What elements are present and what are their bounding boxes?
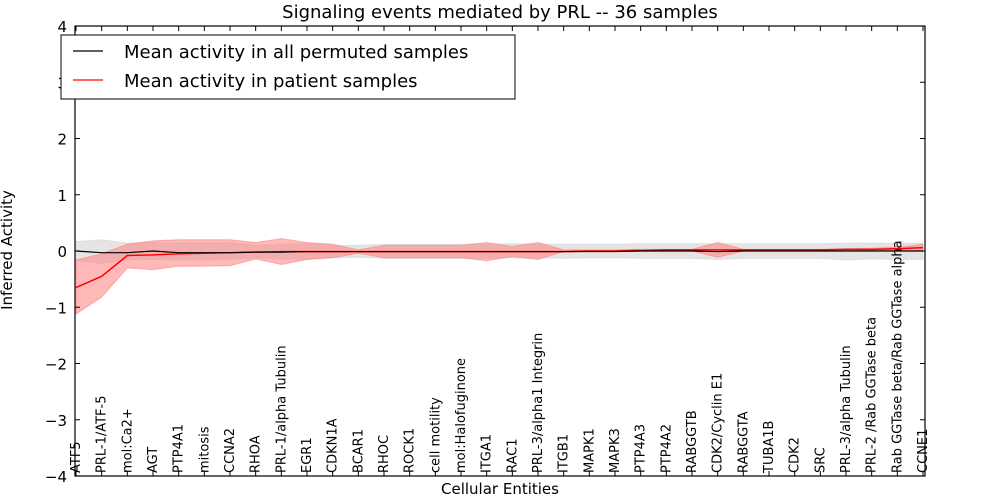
x-tick-label: RABGGTB: [685, 410, 700, 473]
y-tick-label: 4: [57, 18, 67, 36]
x-tick-label: PRL-1/alpha Tubulin: [274, 345, 289, 473]
x-tick-label: PTP4A2: [659, 424, 674, 473]
x-axis: ATF5 PRL-1/ATF-5 mol:Ca2+ AGT PTP4A1 mitosis C…: [69, 26, 931, 476]
x-tick-label: RAC1: [505, 438, 520, 473]
x-tick-label: CCNE1: [916, 429, 931, 473]
x-tick-label: PRL-1/ATF-5: [95, 396, 110, 474]
x-tick-label: CDKN1A: [326, 418, 341, 473]
x-tick-label: RHOA: [249, 435, 264, 473]
chart-title: Signaling events mediated by PRL -- 36 s…: [282, 2, 718, 23]
x-tick-label: PTP4A3: [634, 424, 649, 473]
x-axis-label: Cellular Entities: [441, 480, 559, 498]
x-tick-label: mitosis: [197, 426, 212, 473]
x-tick-label: mol:Halofuginone: [454, 358, 469, 473]
y-tick-label: −3: [45, 412, 67, 430]
x-tick-label: ATF5: [69, 441, 84, 473]
line-permuted: [75, 250, 923, 254]
x-tick-label: ROCK1: [403, 428, 418, 473]
x-tick-label: AGT: [146, 447, 161, 473]
x-tick-label: PRL-3/alpha1 Integrin: [531, 333, 546, 473]
x-tick-label: PRL-3/alpha Tubulin: [839, 345, 854, 473]
x-tick-label: RABGGTA: [736, 411, 751, 473]
x-tick-label: PRL-2 /Rab GGTase beta: [865, 317, 880, 473]
x-tick-label: CCNA2: [223, 428, 238, 473]
y-axis: −4−3−2−101234: [45, 18, 925, 486]
x-tick-label: Rab GGTase beta/Rab GGTase alpha: [890, 240, 905, 473]
y-tick-label: 0: [57, 243, 67, 261]
x-tick-label: MAPK3: [608, 428, 623, 473]
x-tick-label: CDK2: [788, 437, 803, 473]
y-tick-label: −2: [45, 356, 67, 374]
y-tick-label: −4: [45, 468, 67, 486]
x-tick-label: mol:Ca2+: [120, 408, 135, 473]
legend-label-patient: Mean activity in patient samples: [124, 71, 418, 92]
x-tick-label: cell motility: [428, 397, 443, 473]
x-tick-label: MAPK1: [582, 428, 597, 473]
x-tick-label: EGR1: [300, 437, 315, 473]
y-tick-label: 2: [57, 131, 67, 149]
legend-label-permuted: Mean activity in all permuted samples: [124, 42, 468, 63]
legend-box: [60, 34, 516, 100]
x-tick-label: ITGA1: [480, 434, 495, 473]
x-tick-label: BCAR1: [351, 429, 366, 473]
x-tick-label: ITGB1: [557, 434, 572, 473]
x-tick-label: CDK2/Cyclin E1: [711, 373, 726, 473]
x-tick-label: TUBA1B: [762, 421, 777, 474]
legend: Mean activity in all permuted samples Me…: [60, 34, 516, 100]
x-tick-label: RHOC: [377, 435, 392, 473]
y-tick-label: 1: [57, 187, 67, 205]
y-axis-label: Inferred Activity: [0, 190, 16, 310]
x-tick-label: PTP4A1: [172, 424, 187, 473]
y-tick-label: −1: [45, 299, 67, 317]
x-tick-label: SRC: [813, 447, 828, 473]
